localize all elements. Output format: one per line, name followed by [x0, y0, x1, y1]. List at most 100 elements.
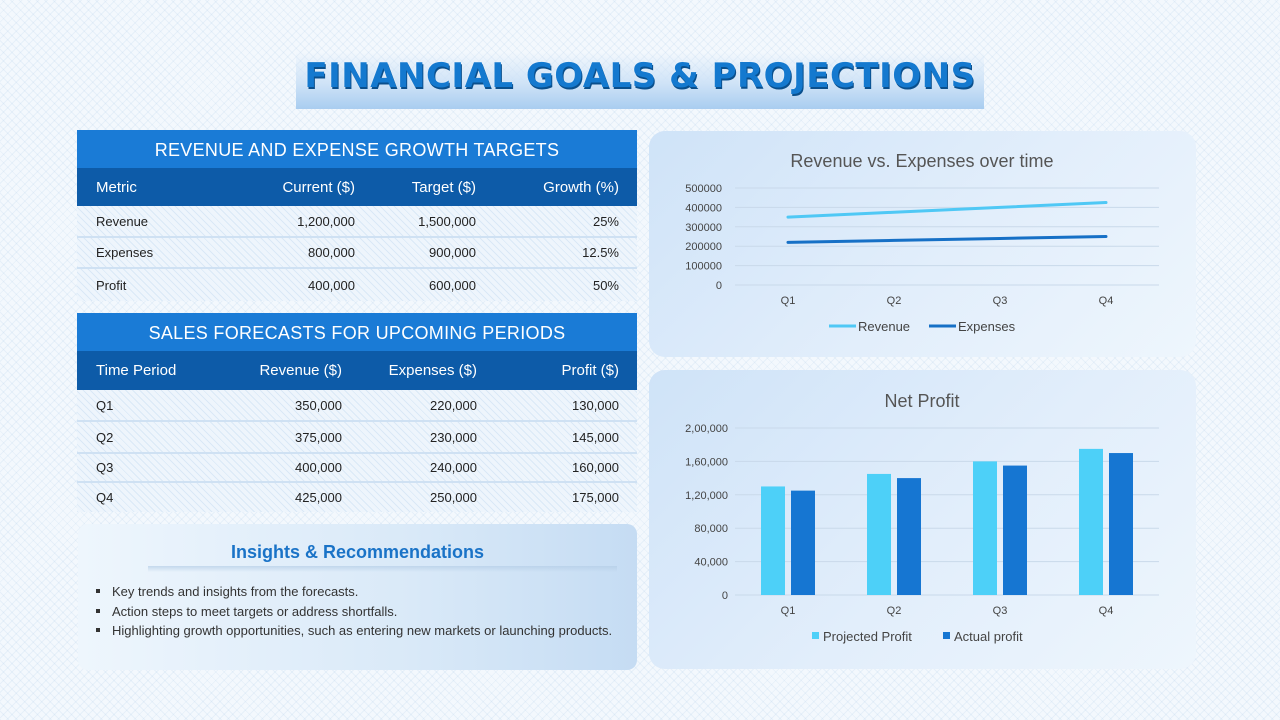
- column-header: Profit ($): [561, 362, 619, 379]
- table-cell: Q3: [96, 460, 114, 475]
- x-tick-label: Q4: [1099, 295, 1114, 307]
- y-tick-label: 100000: [685, 261, 722, 273]
- y-tick-label: 400000: [685, 202, 722, 214]
- y-tick-label: 200000: [685, 241, 722, 253]
- table-cell: 400,000: [308, 277, 355, 293]
- table-cell: 600,000: [429, 277, 476, 293]
- insights-title: Insights & Recommendations: [230, 542, 485, 562]
- table-cell: 240,000: [430, 460, 477, 475]
- bar-chart-panel: Net Profit 2,00,000 1,60,000 1,20,000 80,000…: [649, 370, 1196, 669]
- table-cell: 1,500,000: [418, 213, 476, 229]
- table-title: SALES FORECASTS FOR UPCOMING PERIODS: [77, 313, 637, 351]
- list-item-text: Key trends and insights from the forecas…: [112, 584, 359, 599]
- x-tick-label: Q2: [887, 605, 902, 617]
- table-cell: 25%: [592, 213, 619, 229]
- table-row: Q1 350,000 220,000 130,000: [77, 390, 637, 422]
- list-item: Highlighting growth opportunities, such …: [94, 621, 614, 641]
- legend-label: Actual profit: [954, 629, 1023, 644]
- bullet-icon: [96, 608, 100, 613]
- x-tick-label: Q1: [781, 295, 796, 307]
- table-row: Profit 400,000 600,000 50%: [77, 269, 637, 301]
- chart-title: Net Profit: [884, 391, 959, 411]
- y-tick-label: 300000: [685, 222, 722, 234]
- y-tick-label: 1,60,000: [685, 456, 728, 468]
- list-item-text: Highlighting growth opportunities, such …: [112, 623, 613, 638]
- column-header: Revenue ($): [259, 362, 342, 379]
- title-banner: FINANCIAL GOALS & PROJECTIONS: [296, 52, 984, 109]
- table-cell: 900,000: [429, 245, 476, 260]
- table-header: Metric Current ($) Target ($) Growth (%): [77, 168, 637, 206]
- y-tick-label: 2,00,000: [685, 423, 728, 435]
- legend-label: Revenue: [858, 319, 910, 334]
- list-item: Action steps to meet targets or address …: [94, 602, 614, 622]
- column-header: Growth (%): [543, 178, 619, 196]
- table-row: Expenses 800,000 900,000 12.5%: [77, 238, 637, 269]
- table-title: REVENUE AND EXPENSE GROWTH TARGETS: [77, 130, 637, 168]
- table-cell: 50%: [592, 277, 619, 293]
- y-tick-label: 1,20,000: [685, 490, 728, 502]
- list-item-text: Action steps to meet targets or address …: [112, 603, 398, 619]
- legend-swatch: [812, 632, 819, 639]
- bar-actual: [1003, 465, 1027, 595]
- column-header: Time Period: [96, 362, 177, 379]
- bar-actual: [791, 490, 815, 595]
- divider: [148, 566, 617, 572]
- bullet-icon: [96, 589, 100, 593]
- table-cell: 220,000: [430, 397, 477, 413]
- column-header: Metric: [96, 178, 137, 196]
- chart-title: Revenue vs. Expenses over time: [790, 151, 1053, 171]
- table-cell: Q1: [96, 397, 114, 413]
- bar-projected: [761, 486, 785, 595]
- bar-projected: [1079, 448, 1103, 595]
- y-tick-label: 0: [716, 280, 722, 292]
- table-cell: 800,000: [308, 245, 355, 260]
- table-cell: 230,000: [430, 429, 477, 445]
- sales-forecast-table: SALES FORECASTS FOR UPCOMING PERIODS Tim…: [77, 313, 637, 512]
- bar-chart: Net Profit 2,00,000 1,60,000 1,20,000 80,000…: [685, 391, 1159, 644]
- line-chart-panel: Revenue vs. Expenses over time 500000 4000…: [649, 131, 1196, 357]
- table-cell: 375,000: [295, 429, 342, 445]
- table-cell: 350,000: [295, 397, 342, 413]
- table-header: Time Period Revenue ($) Expenses ($) Pro…: [77, 351, 637, 390]
- bar-actual: [1109, 453, 1133, 595]
- table-cell: 145,000: [572, 429, 619, 445]
- bar-projected: [973, 461, 997, 595]
- bullet-icon: [96, 628, 100, 632]
- table-cell: Expenses: [96, 245, 154, 260]
- table-cell: 175,000: [572, 490, 619, 505]
- legend-label: Projected Profit: [823, 629, 912, 644]
- column-header: Expenses ($): [388, 362, 477, 379]
- table-row: Q2 375,000 230,000 145,000: [77, 422, 637, 454]
- list-item: Key trends and insights from the forecas…: [94, 582, 614, 602]
- table-cell: 250,000: [430, 490, 477, 505]
- table-cell: Q4: [96, 490, 114, 505]
- table-cell: 1,200,000: [297, 213, 355, 229]
- line-chart: Revenue vs. Expenses over time 500000 4000…: [685, 151, 1159, 334]
- page-title: FINANCIAL GOALS & PROJECTIONS: [304, 56, 976, 96]
- series-line-revenue: [786, 201, 1108, 219]
- y-tick-label: 40,000: [694, 557, 728, 569]
- table-row: Q3 400,000 240,000 160,000: [77, 454, 637, 483]
- y-tick-label: 0: [722, 590, 728, 602]
- y-tick-label: 500000: [685, 183, 722, 195]
- x-tick-label: Q3: [993, 605, 1008, 617]
- series-line-expenses: [786, 235, 1108, 244]
- table-cell: Profit: [96, 277, 127, 293]
- table-row: Q4 425,000 250,000 175,000: [77, 483, 637, 512]
- table-cell: 130,000: [572, 397, 619, 413]
- bar-actual: [897, 478, 921, 595]
- column-header: Target ($): [411, 178, 476, 196]
- column-header: Current ($): [282, 178, 355, 196]
- x-tick-label: Q2: [887, 295, 902, 307]
- table-row: Revenue 1,200,000 1,500,000 25%: [77, 206, 637, 238]
- x-tick-label: Q4: [1099, 605, 1114, 617]
- table-cell: Q2: [96, 429, 114, 445]
- insights-panel: Insights & Recommendations Key trends an…: [78, 524, 637, 670]
- bar-projected: [867, 473, 891, 595]
- table-cell: 160,000: [572, 460, 619, 475]
- growth-targets-table: REVENUE AND EXPENSE GROWTH TARGETS Metri…: [77, 130, 637, 301]
- legend-label: Expenses: [958, 319, 1016, 334]
- y-tick-label: 80,000: [694, 523, 728, 535]
- table-cell: 425,000: [295, 490, 342, 505]
- insights-list: Key trends and insights from the forecas…: [94, 582, 614, 641]
